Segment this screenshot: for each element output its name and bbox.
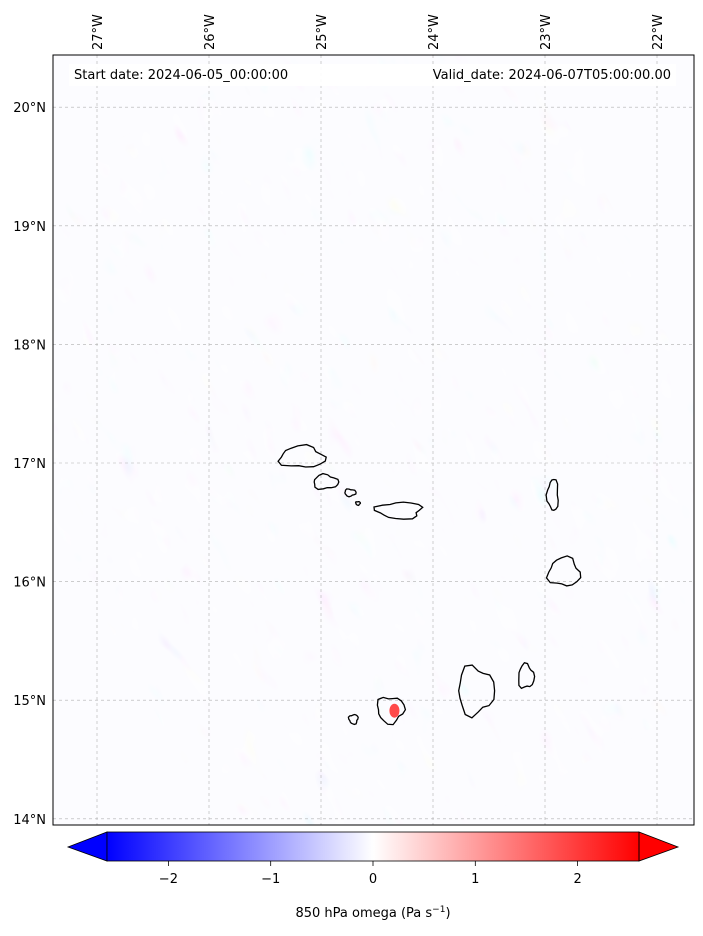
latitude-label: 20°N: [13, 101, 46, 116]
longitude-label: 27°W: [91, 14, 106, 50]
island-outline: [458, 664, 496, 719]
omega-maximum-fogo: [389, 703, 400, 718]
date-banner: [69, 64, 676, 86]
island-outline: [545, 478, 559, 511]
longitude-label: 23°W: [539, 14, 554, 50]
island-outline: [373, 501, 424, 520]
latitude-tick-labels: 20°N 19°N 18°N 17°N 16°N 15°N 14°N: [13, 101, 46, 828]
latitude-label: 16°N: [13, 576, 46, 591]
start-date-label: Start date: 2024-06-05_00:00:00: [74, 68, 288, 83]
colorbar-tick-label: −1: [261, 872, 280, 887]
latitude-label: 14°N: [13, 813, 46, 828]
longitude-tick-labels: 27°W 26°W 25°W 24°W 23°W 22°W: [91, 14, 666, 50]
coastlines: [277, 443, 582, 726]
latitude-label: 19°N: [13, 220, 46, 235]
colorbar-tick-label: 0: [369, 872, 377, 887]
longitude-label: 22°W: [651, 14, 666, 50]
colorbar-tick-label: −2: [159, 872, 178, 887]
longitude-label: 24°W: [427, 14, 442, 50]
colorbar-tick-label: 2: [573, 872, 581, 887]
latitude-label: 17°N: [13, 457, 46, 472]
longitude-label: 25°W: [315, 14, 330, 50]
colorbar-gradient: [107, 832, 639, 861]
colorbar-min-extension: [66, 831, 108, 862]
island-outline: [545, 555, 582, 587]
island-outline: [344, 488, 357, 498]
map-frame: [52, 54, 695, 826]
latitude-label: 18°N: [13, 338, 46, 353]
graticule: [53, 55, 694, 825]
island-outline: [376, 696, 407, 726]
colorbar-label: 850 hPa omega (Pa s−1): [295, 905, 450, 921]
colorbar-ticks: −2 −1 0 1 2: [159, 861, 582, 887]
island-outline: [277, 443, 327, 468]
colorbar: −2 −1 0 1 2 850 hPa omega (Pa s−1): [66, 831, 680, 921]
colorbar-tick-label: 1: [471, 872, 479, 887]
island-outline: [313, 472, 340, 491]
island-outline: [518, 661, 536, 690]
island-outline: [347, 713, 359, 726]
colorbar-max-extension: [638, 831, 680, 862]
valid-date-label: Valid_date: 2024-06-07T05:00:00.00: [433, 68, 671, 83]
longitude-label: 26°W: [203, 14, 218, 50]
latitude-label: 15°N: [13, 694, 46, 709]
island-outline: [354, 501, 362, 507]
